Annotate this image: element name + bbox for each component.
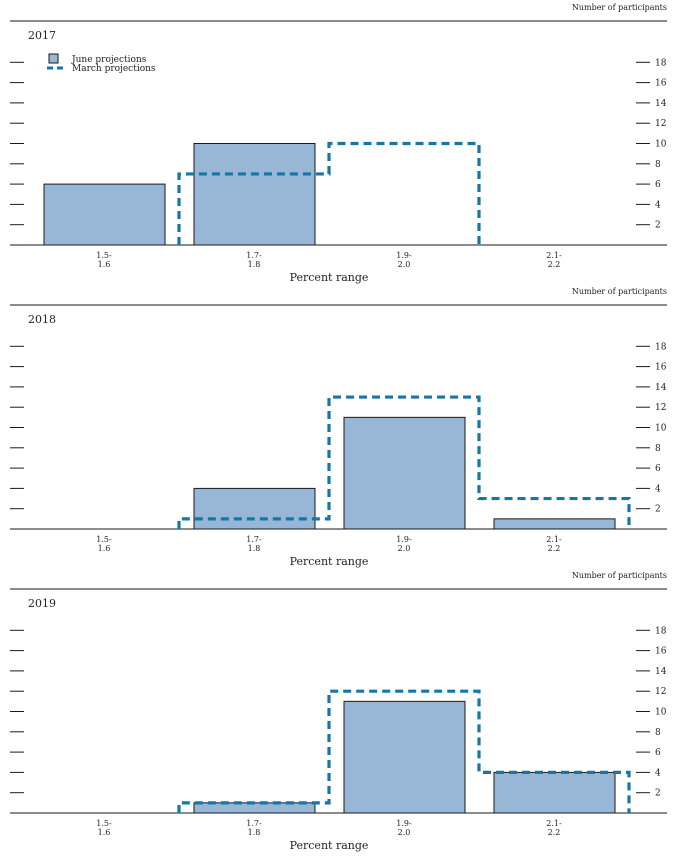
y-tick-label: 12 [655, 119, 666, 129]
legend-june-label: June projections [71, 55, 147, 65]
y-tick-label: 18 [655, 342, 667, 352]
y-tick-label: 14 [655, 99, 667, 109]
x-category-label: 2.1-2.2 [546, 535, 562, 553]
x-category-label: 1.5-1.6 [96, 251, 112, 269]
y-tick-label: 6 [655, 464, 661, 474]
y-tick-label: 4 [655, 484, 661, 494]
june-bar [343, 700, 466, 814]
x-category-label: 1.7-1.8 [246, 819, 262, 837]
x-axis-label: Percent range [290, 839, 369, 852]
panel-title: 2019 [28, 597, 56, 610]
y-tick-label: 10 [655, 140, 667, 150]
x-category-label: 1.7-1.8 [246, 535, 262, 553]
y-tick-label: 10 [655, 424, 667, 434]
june-bar [193, 487, 316, 530]
x-category-label: 1.9-2.0 [396, 819, 412, 837]
y-tick-label: 10 [655, 708, 667, 718]
y-tick-label: 16 [655, 79, 667, 89]
y-tick-label: 6 [655, 748, 661, 758]
panel-2017: Number of participants 2017 2 4 6 8 10 12 14 16 18… [10, 3, 667, 284]
y-tick-label: 6 [655, 180, 661, 190]
legend-march-label: March projections [72, 64, 156, 74]
y-tick-label: 14 [655, 667, 667, 677]
y-tick-label: 8 [655, 728, 661, 738]
y-tick-label: 18 [655, 626, 667, 636]
y-tick-label: 12 [655, 687, 666, 697]
x-category-label: 2.1-2.2 [546, 251, 562, 269]
y-tick-label: 8 [655, 160, 661, 170]
y-axis-label: Number of participants [572, 3, 667, 12]
y-tick-label: 18 [655, 58, 667, 68]
y-tick-label: 16 [655, 363, 667, 373]
y-tick-label: 16 [655, 647, 667, 657]
march-step-outline [177, 141, 481, 245]
y-axis-label: Number of participants [572, 571, 667, 580]
x-axis-label: Percent range [290, 271, 369, 284]
x-category-label: 1.7-1.8 [246, 251, 262, 269]
june-bar [343, 416, 466, 530]
y-tick-label: 4 [655, 200, 661, 210]
x-category-label: 2.1-2.2 [546, 819, 562, 837]
panel-2018: Number of participants 2018 2 4 6 8 10 12 14 16 18… [10, 287, 667, 568]
march-step-outline [177, 689, 631, 813]
y-tick-label: 8 [655, 444, 661, 454]
x-category-label: 1.5-1.6 [96, 535, 112, 553]
panel-title: 2018 [28, 313, 56, 326]
june-bar [493, 771, 616, 814]
x-axis-label: Percent range [290, 555, 369, 568]
legend-june-swatch [48, 53, 59, 64]
y-tick-label: 14 [655, 383, 667, 393]
y-tick-label: 2 [655, 221, 661, 231]
y-tick-label: 2 [655, 505, 661, 515]
june-bar [493, 518, 616, 530]
march-step-outline [177, 395, 631, 529]
x-category-label: 1.9-2.0 [396, 251, 412, 269]
y-axis-label: Number of participants [572, 287, 667, 296]
y-tick-label: 4 [655, 768, 661, 778]
panel-2019: Number of participants 2019 2 4 6 8 10 12 14 16 18… [10, 571, 667, 852]
june-bar [43, 183, 166, 246]
panel-title: 2017 [28, 29, 56, 42]
x-category-label: 1.5-1.6 [96, 819, 112, 837]
june-bar [193, 143, 316, 246]
x-category-label: 1.9-2.0 [396, 535, 412, 553]
y-tick-label: 2 [655, 789, 661, 799]
y-tick-label: 12 [655, 403, 666, 413]
